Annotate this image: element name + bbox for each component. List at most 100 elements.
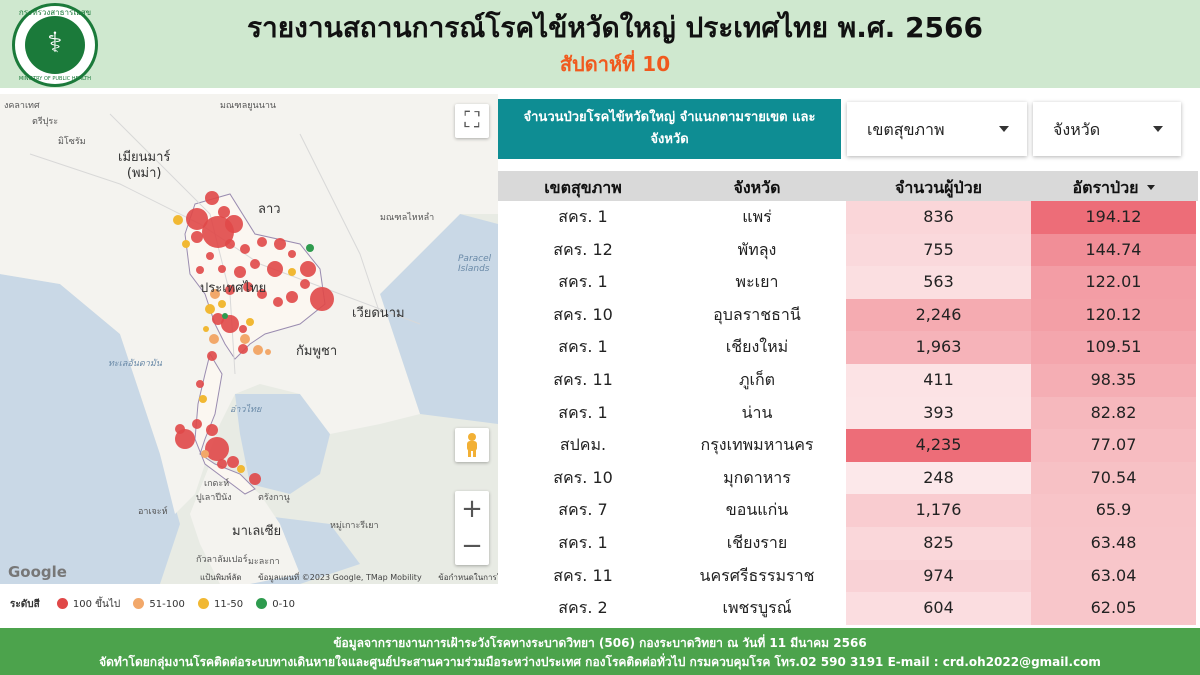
cell-province: นครศรีธรรมราช: [699, 565, 815, 585]
table-row[interactable]: สคร. 1 เชียงราย 825 63.48: [498, 526, 1198, 560]
bubble: [237, 465, 245, 473]
table-row[interactable]: สคร. 1 น่าน 393 82.82: [498, 396, 1198, 430]
bubble: [306, 244, 314, 252]
zoom-out-button[interactable]: −: [461, 531, 483, 561]
cell-cases: 1,963: [846, 331, 1031, 364]
cell-cases: 411: [846, 363, 1031, 397]
map-label-yunnan: มณฑลยูนนาน: [220, 101, 277, 111]
bubble: [196, 380, 204, 388]
column-header-province[interactable]: จังหวัด: [733, 178, 781, 197]
table-row[interactable]: สคร. 1 พะเยา 563 122.01: [498, 266, 1198, 299]
cell-cases: 1,176: [846, 494, 1031, 527]
table-row[interactable]: สปคม. กรุงเทพมหานคร 4,235 77.07: [498, 429, 1198, 462]
map-label-kl: กัวลาลัมเปอร์: [196, 555, 248, 565]
map-label-penang: ปูเลาปีนัง: [196, 493, 232, 503]
cell-rate: 65.9: [1031, 494, 1196, 527]
cell-rate: 70.54: [1031, 461, 1196, 495]
street-view-button[interactable]: [455, 428, 489, 462]
cell-rate: 122.01: [1031, 266, 1196, 299]
cell-region: สคร. 2: [558, 598, 608, 618]
table-row[interactable]: สคร. 1 เชียงใหม่ 1,963 109.51: [498, 331, 1198, 364]
legend-item-11-50: 11-50: [198, 598, 243, 610]
map-label-sumatra: มะละกา: [248, 557, 280, 567]
region-dropdown[interactable]: เขตสุขภาพ: [847, 102, 1027, 156]
cases-table: เขตสุขภาพ จังหวัด จำนวนผู้ป่วย อัตราป่วย…: [498, 171, 1198, 625]
cell-province: แพร่: [742, 207, 772, 226]
column-header-rate[interactable]: อัตราป่วย: [1031, 176, 1196, 201]
map-label-terengganu: ตรังกานู: [258, 493, 290, 503]
table-row[interactable]: สคร. 10 มุกดาหาร 248 70.54: [498, 461, 1198, 495]
bubble: [191, 231, 203, 243]
orange-dot-icon: [133, 598, 145, 609]
cell-region: สคร. 1: [558, 532, 608, 552]
bubble-khonkaen: [267, 261, 283, 277]
table-row[interactable]: สคร. 10 อุบลราชธานี 2,246 120.12: [498, 298, 1198, 332]
sort-desc-icon: [1146, 185, 1155, 190]
google-logo: Google: [8, 563, 67, 581]
table-row[interactable]: สคร. 11 ภูเก็ต 411 98.35: [498, 363, 1198, 397]
cell-cases: 563: [846, 266, 1031, 299]
bubble: [246, 318, 254, 326]
province-dropdown-label: จังหวัด: [1053, 120, 1101, 139]
report-footer: ข้อมูลจากรายงานการเฝ้าระวังโรคทางระบาดวิ…: [0, 628, 1200, 675]
bubble: [250, 259, 260, 269]
cell-region: สคร. 10: [553, 304, 613, 324]
terms-link[interactable]: ข้อกำหนดในการใช้งาน: [438, 573, 498, 582]
table-row[interactable]: สคร. 1 แพร่ 836 194.12: [498, 201, 1198, 234]
column-header-cases[interactable]: จำนวนผู้ป่วย: [894, 178, 983, 197]
table-row[interactable]: สคร. 12 พัทลุง 755 144.74: [498, 233, 1198, 267]
map-label-cambodia: กัมพูชา: [296, 344, 338, 359]
map-view[interactable]: งคลาเทศ ตรีปุระ มิโซรัม เมียนมาร์ (พม่า)…: [0, 94, 498, 584]
cell-province: น่าน: [741, 402, 773, 422]
map-label-vietnam: เวียดนาม: [352, 306, 405, 321]
table-row[interactable]: สคร. 2 เพชรบูรณ์ 604 62.05: [498, 592, 1198, 625]
province-dropdown[interactable]: จังหวัด: [1033, 102, 1181, 156]
bubble: [240, 334, 250, 344]
footer-source: ข้อมูลจากรายงานการเฝ้าระวังโรคทางระบาดวิ…: [333, 636, 867, 650]
fullscreen-button[interactable]: ⛶: [455, 104, 489, 138]
cell-rate: 63.48: [1031, 526, 1196, 560]
bubble: [217, 459, 227, 469]
table-row[interactable]: สคร. 7 ขอนแก่น 1,176 65.9: [498, 494, 1198, 527]
keyboard-shortcuts-link[interactable]: แป้นพิมพ์ลัด: [200, 573, 242, 582]
bubble: [239, 325, 247, 333]
bubble: [199, 395, 207, 403]
bubble: [196, 266, 204, 274]
week-subtitle: สัปดาห์ที่ 10: [559, 52, 671, 76]
chart-title-box: จำนวนป่วยโรคไข้หวัดใหญ่ จำแนกตามรายเขต แ…: [498, 99, 841, 159]
cell-rate: 77.07: [1031, 429, 1196, 462]
cell-province: เชียงใหม่: [725, 337, 789, 357]
region-dropdown-label: เขตสุขภาพ: [867, 120, 945, 139]
bubble: [253, 345, 263, 355]
cell-rate: 109.51: [1031, 331, 1196, 364]
map-label-andaman-sea: ทะเลอันดามัน: [108, 359, 162, 369]
bubble: [240, 244, 250, 254]
cell-cases: 974: [846, 559, 1031, 593]
bubble: [234, 266, 246, 278]
page-title: รายงานสถานการณ์โรคไข้หวัดใหญ่ ประเทศไทย …: [247, 11, 983, 44]
report-header: กระทรวงสาธารณสุข ⚕ MINISTRY OF PUBLIC HE…: [0, 0, 1200, 88]
cell-province: ขอนแก่น: [725, 500, 789, 520]
bubble: [274, 238, 286, 250]
legend-title: ระดับสี: [10, 599, 40, 610]
bubble: [218, 265, 226, 273]
legend-item-100-plus: 100 ขึ้นไป: [56, 597, 120, 612]
bubble: [288, 268, 296, 276]
bubble: [225, 215, 243, 233]
pegman-icon: [467, 433, 477, 457]
cell-cases: 248: [846, 461, 1031, 495]
zoom-in-button[interactable]: +: [461, 494, 483, 524]
chevron-down-icon: [1153, 126, 1163, 132]
map-label-riau: หมู่เกาะรีเยา: [330, 521, 379, 531]
bubble: [225, 285, 235, 295]
column-header-region[interactable]: เขตสุขภาพ: [544, 178, 622, 197]
bubble: [243, 282, 253, 292]
bubble: [225, 239, 235, 249]
yellow-dot-icon: [198, 598, 209, 609]
bubble: [257, 237, 267, 247]
bubble: [206, 252, 214, 260]
bubble: [210, 289, 220, 299]
caduceus-icon: ⚕: [25, 16, 85, 74]
table-row[interactable]: สคร. 11 นครศรีธรรมราช 974 63.04: [498, 559, 1198, 593]
cell-province: เชียงราย: [726, 532, 788, 552]
